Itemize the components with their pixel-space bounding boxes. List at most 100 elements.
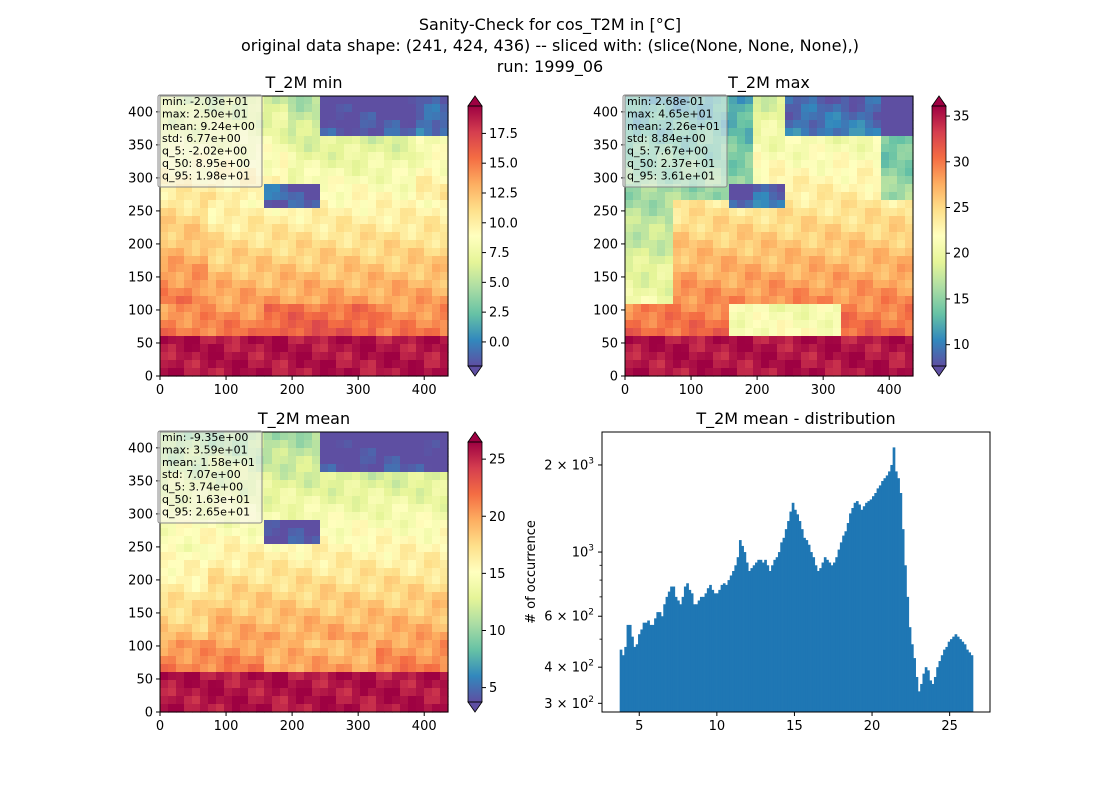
colorbar-tick-label: 10 — [489, 624, 506, 639]
hist-x-tick-label: 25 — [941, 719, 958, 734]
colorbar-tick-label: 0.0 — [489, 335, 510, 350]
histogram-bar — [635, 644, 639, 712]
y-tick-label: 50 — [136, 672, 153, 687]
y-tick-label: 350 — [128, 474, 153, 489]
histogram-bar — [911, 644, 914, 712]
y-tick-label: 400 — [593, 105, 618, 120]
histogram-bar — [807, 544, 811, 712]
histogram-bar — [803, 537, 806, 712]
histogram-title: T_2M mean - distribution — [695, 409, 895, 429]
histogram-bar — [789, 511, 793, 712]
map-axes-ticks: 0 100 200 300 400 0 50 100 150 200 250 300 350 400 — [593, 105, 901, 398]
histogram-bar — [899, 493, 903, 712]
histogram-bar — [816, 571, 820, 712]
colorbar-tick-label: 15 — [953, 292, 970, 307]
y-tick-label: 200 — [593, 237, 618, 252]
histogram-bar — [766, 565, 770, 712]
histogram-bar — [649, 624, 653, 712]
histogram-bar — [867, 501, 871, 712]
histogram-bar — [640, 629, 644, 712]
histogram-bar — [690, 593, 694, 712]
y-tick-label: 50 — [601, 336, 618, 351]
y-tick-label: 300 — [593, 171, 618, 186]
histogram-bar — [938, 661, 942, 712]
histogram-bar — [954, 634, 958, 712]
stats-line: mean: 9.24e+00 — [162, 120, 255, 133]
x-tick-label: 400 — [412, 719, 437, 734]
x-tick-label: 300 — [346, 719, 371, 734]
histogram-bar — [768, 571, 772, 712]
panel-t2m-min: T_2M min 0 100 200 300 400 0 50 100 150 200 250 300… — [128, 73, 518, 398]
histogram-bar — [853, 502, 857, 712]
histogram-bar — [750, 568, 754, 712]
histogram-bar — [683, 586, 687, 712]
y-tick-label: 250 — [128, 204, 153, 219]
histogram-bar — [881, 481, 884, 712]
histogram-bar — [699, 596, 703, 712]
histogram-axes: 5 10 15 20 25 3 × 102 4 × 102 6 × 102 103 2 × 103 — [544, 456, 958, 734]
stats-line: std: 7.07e+00 — [162, 468, 241, 481]
histogram-bar — [716, 593, 719, 712]
histogram-bar — [713, 593, 717, 712]
histogram-bar — [697, 600, 701, 712]
histogram-bar — [913, 658, 916, 712]
histogram-bar — [830, 565, 834, 712]
hist-y-tick-label: 3 × 102 — [544, 695, 594, 712]
histogram-bar — [773, 559, 777, 712]
histogram-bar — [722, 583, 726, 712]
histogram-bar — [658, 612, 662, 712]
colorbar-tick-label: 25 — [489, 453, 506, 468]
hist-y-tick-label: 6 × 102 — [544, 608, 594, 625]
histogram-bar — [890, 464, 894, 712]
y-tick-label: 0 — [145, 370, 153, 385]
y-tick-label: 100 — [593, 303, 618, 318]
panel-title: T_2M mean — [257, 409, 350, 429]
y-tick-label: 400 — [128, 105, 153, 120]
histogram-bar — [757, 559, 761, 712]
x-tick-label: 0 — [621, 383, 629, 398]
panel-title: T_2M min — [264, 73, 342, 93]
histogram-bar — [647, 620, 650, 712]
histogram-bar — [798, 521, 802, 712]
histogram-bar — [851, 508, 855, 712]
histogram-bar — [835, 557, 838, 712]
histogram-bar — [642, 622, 646, 712]
histogram-bar — [956, 636, 960, 712]
histogram-bar — [833, 562, 836, 712]
colorbar-tick-label: 35 — [953, 110, 970, 125]
histogram-bar — [812, 557, 816, 712]
panel-title: T_2M max — [727, 73, 810, 93]
histogram-bar — [729, 575, 733, 712]
histogram-bar — [796, 514, 799, 712]
x-tick-label: 200 — [280, 719, 305, 734]
map-axes-ticks: 0 100 200 300 400 0 50 100 150 200 250 300 350 400 — [128, 441, 436, 734]
histogram-bar — [878, 485, 882, 712]
histogram-bar — [917, 691, 921, 712]
stats-line: min: -9.35e+00 — [162, 431, 248, 444]
hist-y-tick-label: 2 × 103 — [544, 456, 594, 473]
histogram-bar — [738, 540, 742, 712]
histogram-bar — [672, 586, 676, 712]
histogram-bar — [860, 509, 864, 712]
histogram-bar — [855, 501, 859, 712]
y-tick-label: 200 — [128, 237, 153, 252]
y-tick-label: 400 — [128, 441, 153, 456]
histogram-bar — [885, 475, 889, 712]
hist-y-tick-label: 103 — [572, 544, 594, 561]
histogram-bar — [784, 529, 788, 712]
stats-line: max: 3.59e+01 — [162, 443, 248, 456]
x-tick-label: 100 — [214, 383, 239, 398]
histogram-bar — [677, 600, 680, 712]
stats-line: std: 6.77e+00 — [162, 132, 241, 145]
histogram-bar — [621, 655, 625, 712]
histogram-bar — [814, 565, 818, 712]
stats-line: q_5: 3.74e+00 — [162, 481, 243, 494]
histogram-bar — [670, 586, 673, 712]
hist-x-tick-label: 10 — [709, 719, 726, 734]
histogram-bar — [970, 655, 974, 712]
histogram-bar — [638, 634, 641, 712]
x-tick-label: 100 — [214, 719, 239, 734]
stats-line: min: 2.68e-01 — [627, 95, 704, 108]
histogram-bar — [619, 649, 623, 712]
